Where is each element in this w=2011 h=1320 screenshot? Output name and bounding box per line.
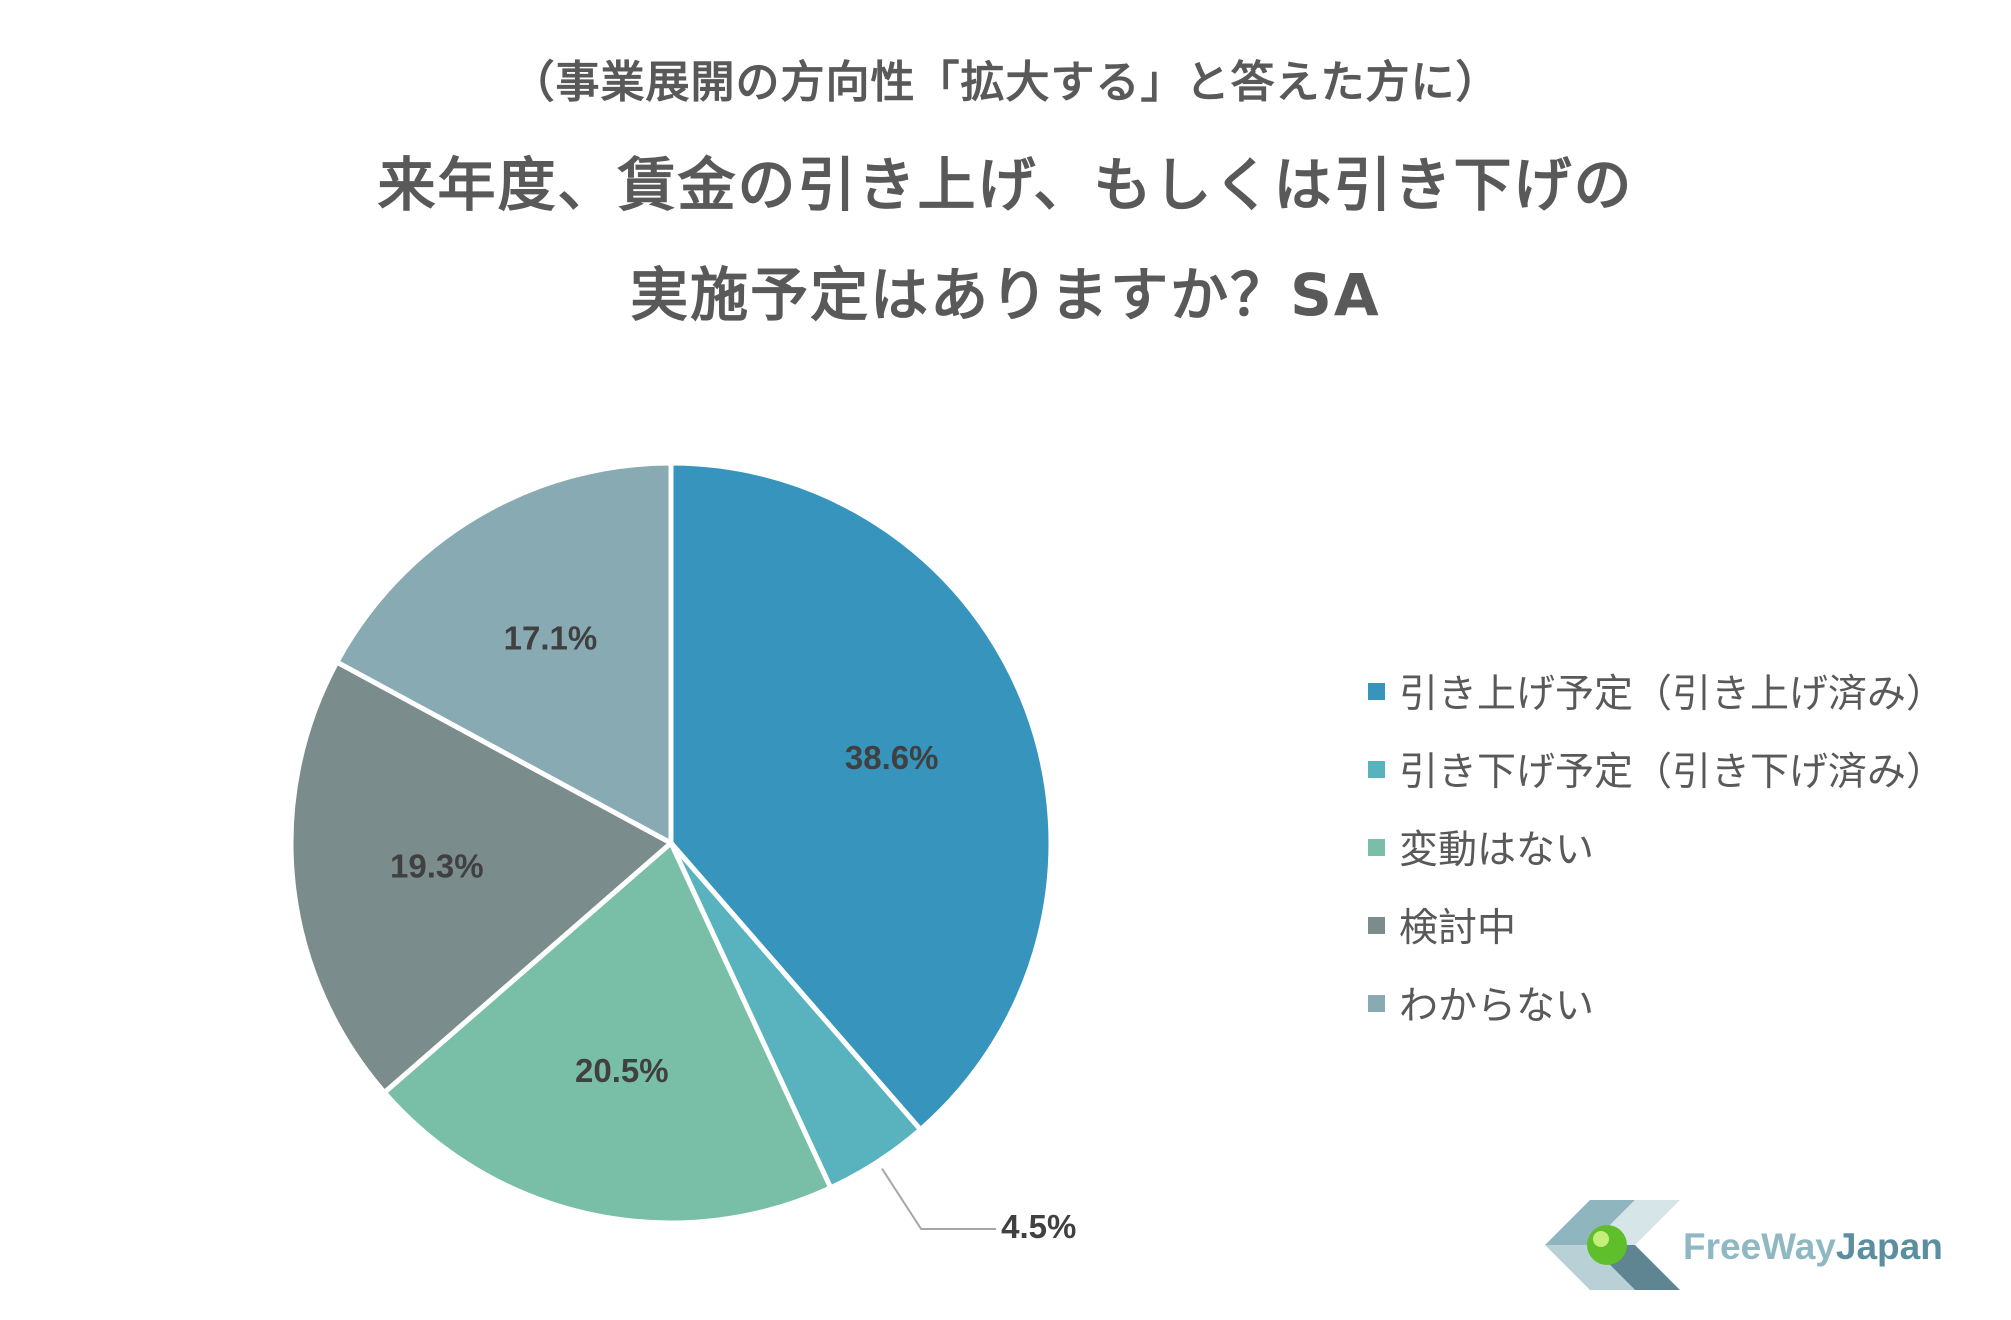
legend-swatch [1368, 682, 1385, 700]
pie-slices [288, 460, 1054, 1226]
logo-text-freeway: FreeWay [1683, 1226, 1836, 1267]
legend-item-unknown: わからない [1368, 964, 1945, 1042]
data-label-lower: 4.5% [1001, 1208, 1076, 1245]
pie-data-labels: 38.6% 4.5% 20.5% 19.3% 17.1% [390, 619, 1076, 1244]
chart-title-line1: 来年度、賃金の引き上げ、もしくは引き下げの [377, 151, 1634, 219]
legend-swatch [1368, 838, 1385, 856]
logo-text-japan: Japan [1835, 1226, 1943, 1267]
legend-swatch [1368, 916, 1385, 934]
legend-item-raise: 引き上げ予定（引き上げ済み） [1368, 652, 1945, 730]
chart-legend: 引き上げ予定（引き上げ済み） 引き下げ予定（引き下げ済み） 変動はない 検討中 … [1368, 652, 1945, 1042]
legend-label: 変動はない [1399, 828, 1595, 873]
legend-swatch [1368, 760, 1385, 778]
legend-item-considering: 検討中 [1368, 886, 1945, 964]
chart-subtitle: （事業展開の方向性「拡大する」と答えた方に） [510, 57, 1501, 108]
chart-title-line2: 実施予定はありますか？SA [630, 261, 1381, 329]
leader-line-lower [881, 1168, 997, 1231]
freewayjapan-logo-icon [1545, 1200, 1680, 1290]
data-label-no-change: 20.5% [575, 1052, 669, 1089]
legend-label: 引き下げ予定（引き下げ済み） [1399, 750, 1946, 795]
legend-label: わからない [1399, 984, 1595, 1029]
legend-label: 検討中 [1399, 906, 1517, 951]
legend-item-lower: 引き下げ予定（引き下げ済み） [1368, 730, 1945, 808]
pie-slice-considering [288, 659, 674, 1095]
legend-item-no-change: 変動はない [1368, 808, 1945, 886]
data-label-raise: 38.6% [845, 739, 939, 776]
logo-text: FreeWayJapan [1683, 1226, 1943, 1268]
legend-label: 引き上げ予定（引き上げ済み） [1399, 672, 1946, 717]
pie-slice-unknown [334, 460, 674, 846]
pie-slice-raise [668, 460, 1054, 1133]
pie-slice-no-change [381, 840, 834, 1226]
data-label-unknown: 17.1% [504, 619, 598, 656]
pie-leader-lines [881, 1168, 997, 1231]
data-label-considering: 19.3% [390, 848, 484, 885]
legend-swatch [1368, 994, 1385, 1012]
